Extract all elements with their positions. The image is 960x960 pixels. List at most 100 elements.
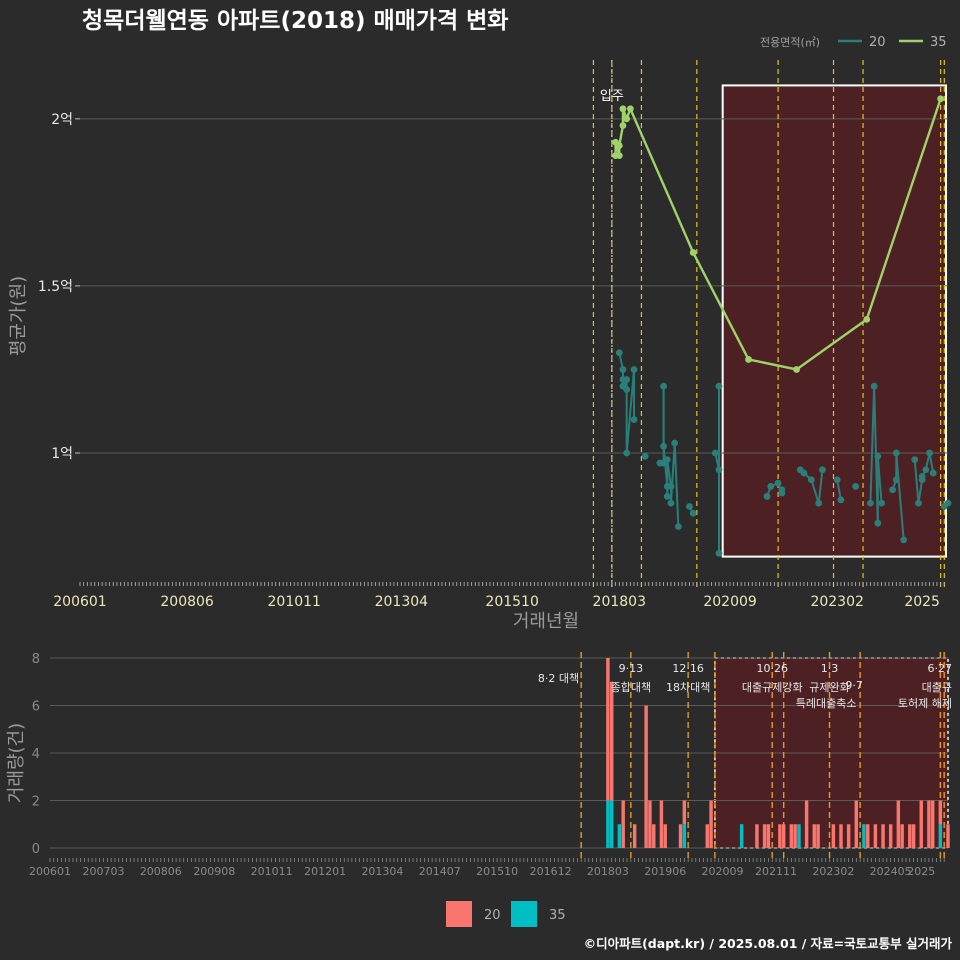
- bar-20: [812, 824, 816, 848]
- x-tick-label: 200806: [140, 865, 182, 878]
- series-point-35: [619, 122, 627, 129]
- bar-20: [659, 800, 664, 848]
- x-tick-label: 200806: [160, 594, 214, 610]
- bar-20: [908, 824, 912, 848]
- bar-20: [839, 824, 843, 848]
- series-segment-20: [669, 442, 676, 504]
- series-point-20: [630, 366, 638, 373]
- series-point-20: [870, 382, 878, 390]
- policy-label: 8·2 대책: [538, 672, 579, 685]
- policy-date: 9·7: [845, 679, 863, 692]
- policy-label: 종합대책: [611, 681, 651, 694]
- bar-20: [919, 800, 923, 848]
- policy-date: 6·27: [928, 662, 953, 675]
- bar-20: [938, 800, 943, 825]
- x-tick-label: 200908: [193, 865, 235, 878]
- bar-20: [606, 658, 610, 801]
- x-tick-label: 201612: [530, 865, 572, 878]
- legend-label-35: 35: [930, 35, 947, 50]
- series-point-20: [878, 499, 885, 507]
- y-axis-title: 거래량(건): [6, 723, 27, 803]
- bar-35: [610, 800, 614, 848]
- bar-20: [766, 824, 771, 848]
- x-tick-label: 201407: [419, 865, 461, 878]
- x-tick-label: 201011: [268, 594, 321, 610]
- y-tick-label: 4: [32, 747, 40, 762]
- series-segment-20: [817, 469, 824, 504]
- x-axis-title: 거래년월: [513, 611, 579, 632]
- series-point-20: [892, 449, 900, 457]
- bar-20: [682, 800, 687, 825]
- series-point-20: [819, 466, 826, 474]
- series-point-20: [619, 366, 627, 373]
- bar-20: [946, 824, 950, 848]
- x-tick-label: 201011: [251, 865, 293, 878]
- bar-20: [678, 824, 683, 848]
- series-point-20: [833, 476, 841, 484]
- x-tick-label: 202302: [810, 594, 863, 610]
- bar-20: [816, 824, 820, 848]
- series-point-20: [944, 499, 952, 507]
- bar-20: [762, 824, 767, 848]
- policy-label: 18차대책: [666, 681, 710, 694]
- y-axis-title: 평균가(원): [8, 276, 29, 356]
- series-segment-20: [895, 452, 905, 540]
- x-tick-label: 202009: [703, 594, 756, 610]
- bottom-legend: 20 35: [446, 901, 566, 927]
- series-point-20: [900, 536, 908, 544]
- series-segment-20: [876, 456, 883, 504]
- series-point-35: [615, 142, 623, 149]
- legend-swatch-35: [511, 901, 537, 927]
- series-point-35: [623, 115, 631, 123]
- bar-20: [888, 824, 893, 848]
- series-point-20: [837, 496, 845, 504]
- series-point-20: [929, 469, 937, 477]
- series-point-20: [852, 483, 860, 490]
- series-point-20: [889, 486, 896, 494]
- y-tick-label: 1.5억: [38, 279, 73, 295]
- series-point-20: [807, 476, 815, 484]
- x-tick-label: 201201: [304, 865, 346, 878]
- series-point-20: [815, 499, 823, 507]
- policy-date: 1·3: [821, 662, 839, 675]
- series-point-35: [619, 105, 627, 113]
- series-point-20: [874, 519, 882, 527]
- series-point-20: [715, 549, 723, 557]
- bar-20: [789, 824, 794, 848]
- x-tick-label: 2025: [907, 865, 935, 878]
- series-point-35: [689, 249, 697, 256]
- bar-20: [652, 824, 656, 848]
- caption: ©디아파트(dapt.kr) / 2025.08.01 / 자료=국토교통부 실…: [584, 936, 953, 951]
- x-tick-label: 201510: [476, 865, 518, 878]
- series-point-20: [774, 479, 782, 487]
- y-tick-label: 1억: [51, 446, 73, 462]
- series-point-20: [922, 466, 930, 474]
- x-tick-label: 202302: [812, 865, 854, 878]
- policy-label: 대출규: [922, 681, 952, 694]
- series-point-20: [663, 493, 671, 500]
- policy-date: 9·13: [619, 662, 644, 675]
- series-point-35: [937, 95, 945, 103]
- bar-20: [854, 800, 859, 848]
- bar-20: [911, 824, 916, 848]
- series-point-20: [918, 473, 926, 480]
- series-point-20: [671, 439, 679, 447]
- series-point-20: [715, 382, 723, 390]
- bar-20: [930, 800, 935, 848]
- series-point-20: [630, 416, 638, 423]
- series-point-20: [778, 486, 786, 494]
- highlight-region: [721, 84, 948, 558]
- bar-20: [873, 824, 878, 848]
- bar-35: [862, 824, 866, 848]
- x-tick-label: 201304: [375, 594, 429, 610]
- bar-20: [793, 824, 797, 848]
- y-tick-label: 8: [32, 652, 40, 667]
- series-point-20: [660, 442, 667, 450]
- x-tick-label: 200601: [53, 594, 106, 610]
- bar-35: [938, 824, 943, 848]
- bar-35: [606, 800, 610, 848]
- x-tick-label: 201906: [644, 865, 686, 878]
- bar-20: [927, 800, 931, 848]
- bar-20: [804, 800, 809, 848]
